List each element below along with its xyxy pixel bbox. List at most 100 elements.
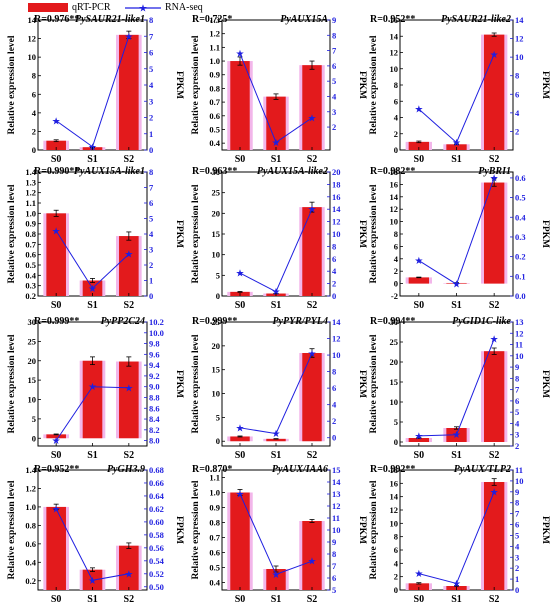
x-tick-label: S1 [271,300,282,311]
legend-qrt-pcr: qRT-PCR [28,2,111,13]
right-tick-label: 0 [332,291,336,301]
right-tick-label: 16 [332,192,341,202]
rna-seq-line [55,508,129,581]
left-tick-label: 6 [32,89,36,99]
x-tick-label: S0 [414,300,425,311]
left-tick-label: -2 [391,291,398,301]
chart-panel: 0 5 10 15 20 25 30 0 2 4 6 8 10 12 14 16 18 20 ★ ★ ★ S0 S1 S2 R=… [191,166,367,311]
right-tick-label: 1 [515,574,519,584]
right-tick-label: 8.4 [149,414,160,424]
right-tick-label: 0.52 [149,569,164,579]
right-tick-label: 8 [332,367,336,377]
chart-panel: 0 2 4 6 8 10 12 14 16 2 4 6 8 10 12 14 ★ ★ ★ S0 S1 S2 R=0.952*… [369,14,550,165]
qrt-pcr-bar [483,182,505,284]
left-tick-label: 1.3 [25,177,36,187]
right-tick-label: 8 [332,241,336,251]
right-tick-label: 2 [515,563,519,573]
qrt-pcr-bar [483,34,505,150]
qrt-pcr-bar [230,492,250,590]
legend-line-swatch: ★ [125,3,161,13]
rna-seq-point: ★ [52,226,61,237]
right-tick-label: 10 [332,525,341,535]
rna-seq-line [239,53,313,144]
x-tick-label: S1 [451,594,462,604]
left-tick-label: 0.4 [25,557,36,567]
right-tick-label: 5 [149,214,153,224]
right-tick-label: 7 [332,561,337,571]
right-tick-label: 6 [332,383,336,393]
right-tick-label: 5 [149,64,153,74]
gene-title: PyAUX15A-like1 [74,166,145,177]
gene-title: PySAUR21-like2 [441,14,511,25]
left-tick-label: 10 [28,52,37,62]
left-tick-label: 10 [390,518,399,528]
correlation-label: R=0.990** [34,166,79,177]
right-axis-title: FPKM [357,370,367,398]
right-tick-label: 0.60 [149,517,164,527]
right-tick-label: 1 [149,276,153,286]
right-tick-label: 4 [515,418,520,428]
chart-panel: 0.20.30.40.50.60.70.80.91.01.11.21.31.4 0… [7,166,184,311]
right-tick-label: 0.54 [149,556,165,566]
right-axis-title: FPKM [540,220,550,248]
left-tick-label: 1.0 [25,502,36,512]
left-tick-label: 25 [212,317,221,327]
right-tick-label: 13 [515,317,524,327]
rna-seq-point: ★ [308,557,317,568]
right-tick-label: 5 [332,76,336,86]
x-tick-label: S2 [489,450,500,461]
left-tick-label: 1.0 [209,488,220,498]
right-tick-label: 8 [515,498,519,508]
right-tick-label: 2 [332,279,336,289]
right-tick-label: 8.0 [149,436,160,446]
gene-title: PyGID1C-like [452,316,511,327]
left-tick-label: 1.3 [209,15,220,25]
right-tick-label: 9 [515,362,519,372]
left-tick-label: 4 [394,113,399,123]
correlation-label: R=0.994** [370,316,415,327]
right-tick-label: 9.4 [149,360,160,370]
rna-seq-line [55,386,129,441]
rna-seq-point: ★ [308,205,317,216]
left-tick-label: 2 [32,126,36,136]
left-tick-label: 4 [394,558,399,568]
right-tick-label: 5 [515,407,519,417]
left-tick-label: 20 [390,357,399,367]
gene-title: PyAUX15A [280,14,328,25]
left-tick-label: 20 [212,208,221,218]
x-tick-label: S1 [87,594,98,604]
left-tick-label: 0 [32,145,36,155]
qrt-pcr-bar [302,65,322,150]
left-tick-label: 0.4 [209,578,220,588]
left-tick-label: 0.3 [25,281,36,291]
left-tick-label: 14 [390,492,399,502]
right-tick-label: 12 [332,501,341,511]
left-tick-label: 1.4 [25,167,36,177]
right-tick-label: 2 [332,122,336,132]
left-tick-label: 0.5 [209,124,220,134]
right-tick-label: 0.3 [515,232,526,242]
left-tick-label: 15 [212,365,221,375]
right-tick-label: 6 [515,396,519,406]
left-tick-label: 5 [394,417,398,427]
right-tick-label: 5 [515,530,519,540]
qrt-pcr-bar [119,236,139,296]
rna-seq-line [418,338,495,437]
right-tick-label: 18 [332,179,341,189]
left-tick-label: 1.2 [25,188,36,198]
qrt-pcr-bar [230,436,250,442]
right-tick-label: 8 [515,373,519,383]
rna-seq-line [55,230,130,290]
rna-seq-point: ★ [308,349,317,360]
gene-title: PyPYR/PYL4 [272,316,328,327]
left-axis-title: Relative expression level [369,184,379,283]
right-tick-label: 8.2 [149,425,160,435]
left-tick-label: 0 [394,145,398,155]
gene-title: PyAUX/TLP2 [454,464,511,475]
x-tick-label: S0 [235,450,246,461]
chart-panel: -2 0 2 4 6 8 10 12 14 16 18 0.0 0.1 0.2 0.3 0.4 0.5 0.6 ★ ★… [369,166,550,311]
left-tick-label: 0.7 [209,533,220,543]
qrt-pcr-bar [408,583,430,590]
right-tick-label: 0.0 [515,291,526,301]
left-tick-label: 1.0 [209,56,220,66]
